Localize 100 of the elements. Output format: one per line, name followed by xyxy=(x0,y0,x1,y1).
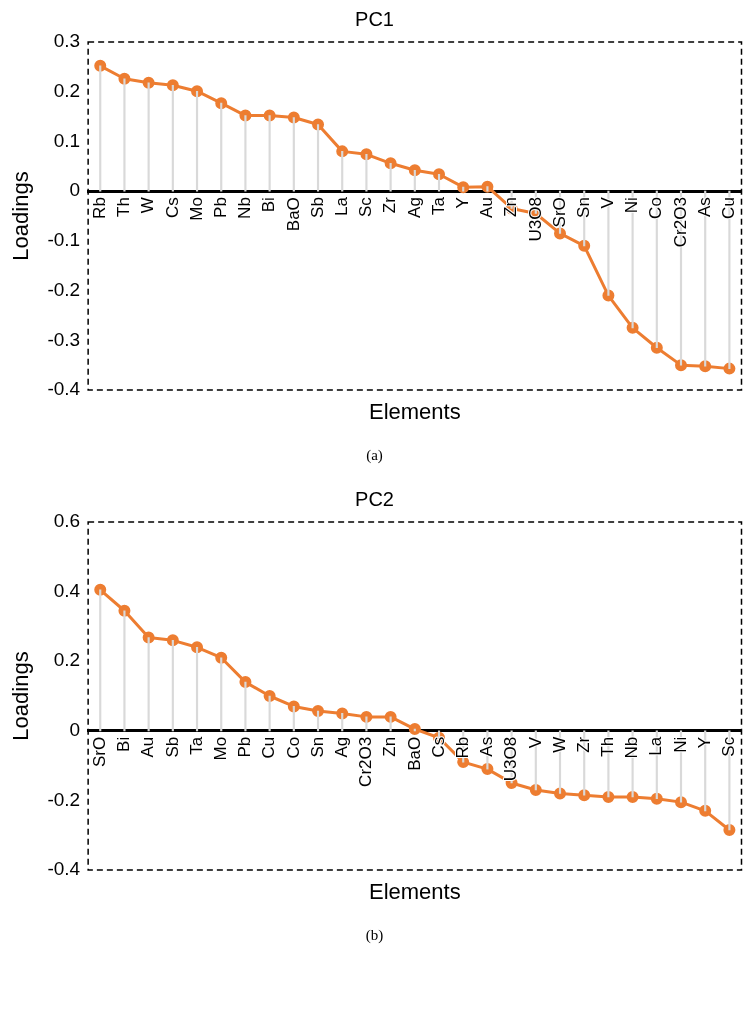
x-tick-label: As xyxy=(694,197,714,217)
x-tick-label: Pb xyxy=(210,197,230,218)
x-tick-label: V xyxy=(598,196,618,209)
y-tick-label: -0.2 xyxy=(47,788,81,810)
y-tick-label: 0.2 xyxy=(53,649,81,671)
bar xyxy=(268,115,271,192)
x-tick-label: Nb xyxy=(235,197,255,219)
x-tick-label: Sn xyxy=(573,197,593,218)
bar xyxy=(389,716,392,732)
x-tick-label: W xyxy=(549,736,569,753)
bar xyxy=(123,610,126,732)
x-tick-label: Bi xyxy=(114,736,134,752)
y-axis-title: Loadings xyxy=(8,651,34,741)
bar xyxy=(147,82,150,192)
bar xyxy=(195,90,199,192)
x-tick-label: Ni xyxy=(670,736,690,753)
x-tick-label: Zr xyxy=(380,196,400,214)
x-tick-label: Co xyxy=(646,197,666,219)
y-tick-label: 0.6 xyxy=(53,510,81,532)
bar xyxy=(171,639,174,732)
chart-title: PC1 xyxy=(355,7,394,30)
x-tick-label: Cs xyxy=(162,197,182,218)
bar xyxy=(268,695,271,732)
y-tick-label: -0.2 xyxy=(47,278,81,300)
bar xyxy=(220,102,223,192)
x-tick-label: Th xyxy=(598,736,618,757)
x-tick-label: W xyxy=(138,197,158,214)
bar xyxy=(147,637,150,732)
bar xyxy=(292,117,295,192)
x-tick-label: U3O8 xyxy=(501,736,521,782)
x-tick-label: Co xyxy=(283,736,303,759)
x-tick-label: Sb xyxy=(307,197,327,218)
x-tick-label: BaO xyxy=(404,736,424,771)
bar xyxy=(99,589,102,732)
bar xyxy=(99,65,102,192)
bar xyxy=(171,84,174,192)
x-tick-label: Y xyxy=(452,197,472,209)
x-tick-label: As xyxy=(477,736,497,757)
x-tick-label: Sn xyxy=(307,736,327,758)
x-tick-label: La xyxy=(646,736,666,756)
bar xyxy=(220,657,223,732)
bar xyxy=(244,681,247,732)
bar xyxy=(365,716,368,732)
x-tick-label: Ag xyxy=(404,197,424,218)
x-tick-label: SrO xyxy=(89,736,109,768)
x-tick-label: La xyxy=(331,196,351,217)
bar xyxy=(316,710,320,732)
x-tick-label: SrO xyxy=(549,197,569,228)
x-tick-label: Mo xyxy=(186,197,206,221)
bar xyxy=(341,151,344,192)
x-tick-label: Ni xyxy=(622,197,642,214)
x-tick-label: Ta xyxy=(186,736,206,755)
x-tick-label: U3O8 xyxy=(525,197,545,242)
x-tick-label: Zr xyxy=(573,736,593,753)
bar xyxy=(244,115,247,192)
x-tick-label: Sb xyxy=(162,736,182,758)
x-axis-title: Elements xyxy=(368,879,461,905)
y-tick-label: 0.2 xyxy=(53,79,81,101)
text: (a) xyxy=(365,446,384,465)
bar xyxy=(389,162,392,192)
y-tick-label: 0 xyxy=(69,719,81,741)
x-tick-label: Rb xyxy=(89,197,109,219)
y-axis-title: Loadings xyxy=(8,171,34,261)
x-tick-label: Cr2O3 xyxy=(670,197,690,248)
chart-title: PC2 xyxy=(355,487,394,510)
bar xyxy=(365,154,368,192)
y-tick-label: 0 xyxy=(69,179,81,201)
text: (b) xyxy=(364,926,385,945)
x-tick-label: Nb xyxy=(622,736,642,759)
bar xyxy=(292,706,295,732)
x-tick-label: BaO xyxy=(283,197,303,232)
y-tick-label: -0.1 xyxy=(47,229,81,251)
x-tick-label: Ta xyxy=(428,196,448,216)
x-tick-label: Rb xyxy=(452,736,472,759)
x-tick-label: Zn xyxy=(380,736,400,757)
x-tick-label: Zn xyxy=(501,197,521,217)
x-tick-label: Y xyxy=(694,736,714,749)
x-tick-label: Cs xyxy=(428,736,448,758)
bar xyxy=(341,713,344,732)
x-tick-label: Cr2O3 xyxy=(356,736,376,787)
x-tick-label: Cu xyxy=(259,736,279,759)
y-tick-label: -0.4 xyxy=(47,378,81,400)
x-tick-label: V xyxy=(525,736,545,749)
y-tick-label: -0.3 xyxy=(47,328,81,350)
x-axis-title: Elements xyxy=(368,399,461,425)
x-tick-label: Sc xyxy=(719,736,739,757)
y-tick-label: 0.1 xyxy=(53,129,81,151)
x-tick-label: Th xyxy=(114,197,134,217)
point xyxy=(408,723,421,736)
x-tick-label: Cu xyxy=(719,197,739,219)
bar xyxy=(195,646,199,732)
x-tick-label: Bi xyxy=(259,197,279,213)
x-tick-label: Au xyxy=(477,197,497,218)
x-tick-label: Ag xyxy=(331,736,351,758)
y-tick-label: -0.4 xyxy=(47,858,81,880)
y-tick-label: 0.3 xyxy=(53,30,81,52)
y-tick-label: 0.4 xyxy=(53,579,81,601)
bar xyxy=(316,124,320,192)
x-tick-label: Mo xyxy=(210,736,230,761)
bar xyxy=(123,78,126,192)
